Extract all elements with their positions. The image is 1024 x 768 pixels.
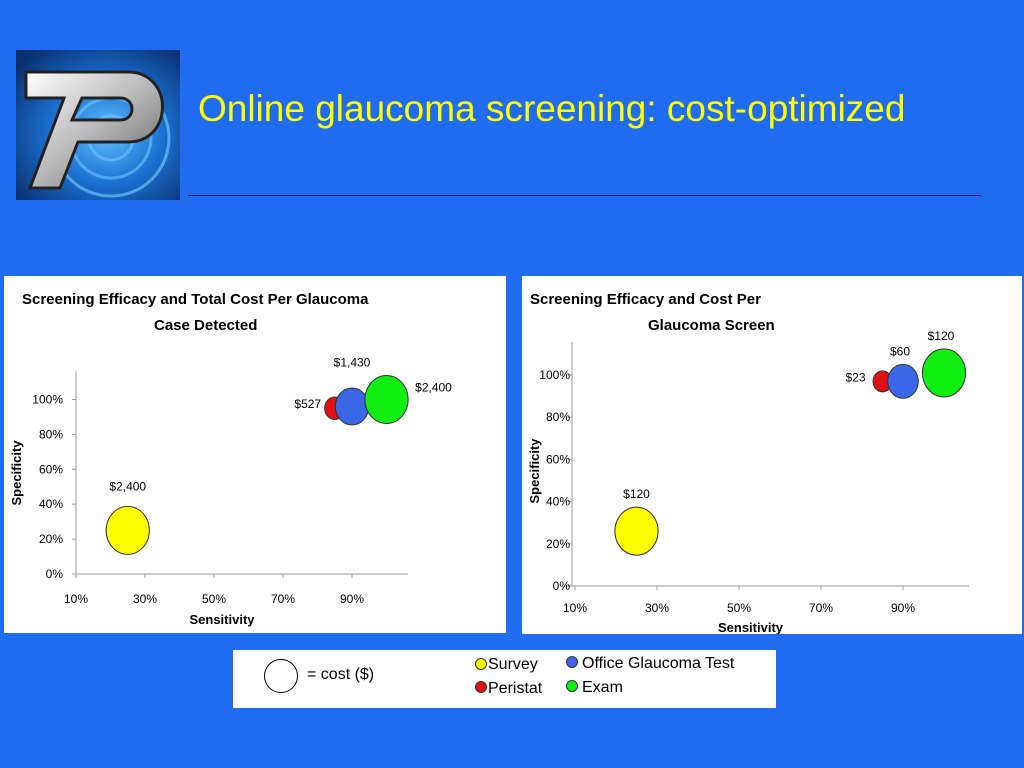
x-tick-label: 10% <box>64 592 88 606</box>
x-axis-label: Sensitivity <box>718 620 784 634</box>
legend-item-office-glaucoma-test: Office Glaucoma Test <box>582 655 735 672</box>
legend-cost-label: = cost ($) <box>307 666 375 683</box>
chart-screen-cost: 0% 20% 40% 60% 80% 100% 10% 30% 50% 70% 90% Sensiti… <box>527 329 969 634</box>
x-tick-label: 10% <box>563 601 587 615</box>
y-tick-label: 100% <box>32 393 63 407</box>
y-axis-label: Specificity <box>9 440 24 506</box>
x-tick-label: 90% <box>340 592 364 606</box>
y-tick-label: 0% <box>46 567 64 581</box>
chart-title-line1: Screening Efficacy and Total Cost Per Gl… <box>22 291 369 308</box>
legend: = cost ($) Survey Peristat Office Glauco… <box>233 650 776 708</box>
title-divider <box>188 195 981 196</box>
y-tick-label: 100% <box>539 368 570 382</box>
x-tick-label: 30% <box>645 601 669 615</box>
y-tick-label: 40% <box>39 497 63 511</box>
bubble-data-label: $23 <box>845 370 865 384</box>
chart-total-cost: 0% 20% 40% 60% 80% 100% 10% 30% 50% 70% 90% Sensiti… <box>9 355 452 627</box>
x-axis-label: Sensitivity <box>189 612 255 627</box>
y-tick-label: 60% <box>546 452 570 466</box>
page-title: Online glaucoma screening: cost-optimize… <box>198 88 906 129</box>
y-axis-label: Specificity <box>527 438 542 504</box>
x-tick-label: 30% <box>133 592 157 606</box>
chart-panel-total-cost: 0% 20% 40% 60% 80% 100% 10% 30% 50% 70% 90% Sensiti… <box>4 276 506 633</box>
p-logo-icon <box>16 50 180 200</box>
y-tick-label: 20% <box>546 537 570 551</box>
legend-item-exam: Exam <box>582 679 623 696</box>
x-tick-label: 50% <box>202 592 226 606</box>
cost-circle-icon <box>264 659 298 693</box>
y-tick-label: 80% <box>39 427 63 441</box>
bubble-data-label: $120 <box>928 329 955 343</box>
bubble-data-label: $2,400 <box>415 381 452 395</box>
x-tick-label: 90% <box>891 601 915 615</box>
chart-title-line2: Glaucoma Screen <box>648 317 775 334</box>
bubble-point <box>105 505 150 555</box>
y-tick-label: 40% <box>546 495 570 509</box>
bubble-point <box>921 348 967 398</box>
legend-dot-survey <box>475 658 487 670</box>
bubble-data-label: $120 <box>623 487 650 501</box>
bubble-data-label: $60 <box>890 344 910 358</box>
bubble-data-label: $1,430 <box>334 355 371 369</box>
chart-panel-screen-cost: 0% 20% 40% 60% 80% 100% 10% 30% 50% 70% 90% Sensiti… <box>522 276 1022 634</box>
bubble-point <box>614 506 659 556</box>
x-tick-label: 50% <box>727 601 751 615</box>
bubble-data-label: $2,400 <box>109 479 146 493</box>
x-tick-label: 70% <box>271 592 295 606</box>
bubble-data-label: $527 <box>294 397 321 411</box>
legend-dot-peristat <box>475 681 487 693</box>
bubble-point <box>887 363 919 399</box>
y-tick-label: 0% <box>553 579 571 593</box>
legend-dot-office-glaucoma-test <box>566 656 578 668</box>
legend-item-survey: Survey <box>488 656 538 673</box>
chart-title-line2: Case Detected <box>154 317 258 334</box>
y-tick-label: 60% <box>39 462 63 476</box>
y-tick-label: 20% <box>39 532 63 546</box>
y-tick-label: 80% <box>546 410 570 424</box>
legend-dot-exam <box>566 680 578 692</box>
bubble-point <box>334 387 370 426</box>
bubble-point <box>364 375 409 424</box>
x-tick-label: 70% <box>809 601 833 615</box>
chart-title-line1: Screening Efficacy and Cost Per <box>530 291 761 308</box>
legend-item-peristat: Peristat <box>488 680 543 697</box>
